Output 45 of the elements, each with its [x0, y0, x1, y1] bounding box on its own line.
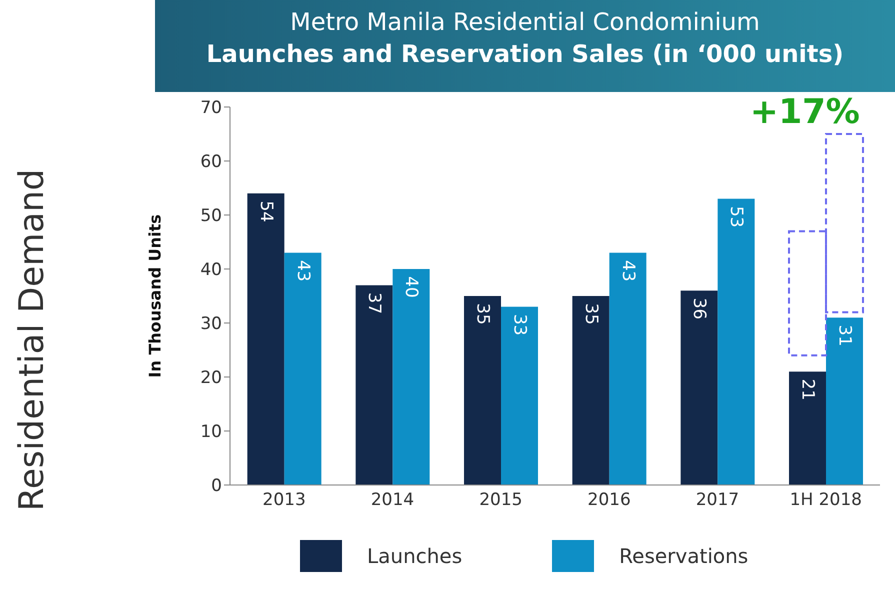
x-tick-label: 2016	[588, 490, 631, 510]
bar	[789, 372, 826, 485]
bar	[392, 269, 430, 485]
text: Residential Demand	[12, 168, 52, 512]
data-label: 37	[364, 292, 384, 314]
data-label: 31	[834, 324, 854, 346]
bar	[501, 306, 538, 485]
y-tick-label: 60	[200, 152, 222, 172]
data-label: 21	[798, 378, 818, 400]
y-tick-label: 20	[200, 368, 222, 388]
bar	[718, 198, 755, 485]
y-axis-title: In Thousand Units	[146, 214, 165, 378]
chart-subtitle: Launches and Reservation Sales (in ‘000 units)	[205, 40, 845, 68]
data-label: 53	[726, 206, 746, 228]
data-label: 35	[580, 303, 601, 325]
data-label: 36	[689, 298, 710, 320]
bar	[826, 318, 863, 485]
x-tick-label: 2013	[262, 490, 306, 510]
x-tick-label: 1H 2018	[790, 490, 862, 510]
data-label: 40	[401, 276, 422, 298]
y-tick-label: 70	[200, 98, 222, 118]
x-tick-label: 2014	[370, 490, 414, 510]
bar	[464, 296, 501, 485]
x-tick-label: 2015	[479, 490, 522, 510]
y-tick-label: 50	[200, 206, 222, 226]
y-tick-label: 30	[200, 314, 222, 334]
y-tick-label: 10	[200, 422, 222, 442]
x-tick-label: 2017	[696, 490, 740, 510]
bar	[247, 193, 284, 485]
bar	[572, 296, 610, 485]
bar	[609, 252, 646, 485]
chart-title: Metro Manila Residential Condominium	[289, 8, 761, 36]
bar	[680, 290, 718, 485]
legend-label: Reservations	[619, 544, 748, 568]
y-tick-label: 40	[200, 260, 222, 280]
data-label: 43	[292, 260, 313, 282]
legend-label: Launches	[367, 544, 462, 568]
annotation: +17%	[750, 92, 860, 132]
bar	[356, 285, 393, 485]
data-label: 33	[510, 314, 530, 336]
data-label: 54	[256, 200, 276, 222]
y-tick-label: 0	[211, 476, 222, 496]
data-label: 35	[472, 303, 492, 325]
data-label: 43	[618, 260, 638, 282]
bar	[284, 252, 322, 485]
